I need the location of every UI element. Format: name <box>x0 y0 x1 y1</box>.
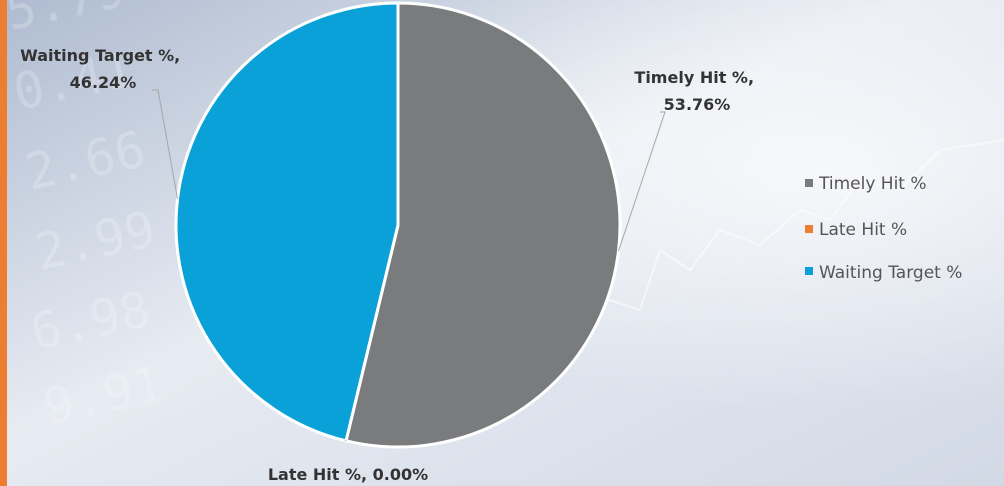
pie-slice-timely-hit[interactable] <box>344 1 622 449</box>
legend-item-waiting-target[interactable]: Waiting Target % <box>805 263 962 283</box>
legend-item-late-hit[interactable]: Late Hit % <box>805 220 907 240</box>
leader-line-waiting-target <box>152 89 179 199</box>
legend-swatch-waiting-target <box>805 267 813 275</box>
leader-line-late-hit <box>344 439 347 442</box>
legend-item-timely-hit[interactable]: Timely Hit % <box>805 174 927 194</box>
accent-bar <box>0 0 7 486</box>
legend: Timely Hit % Late Hit % Waiting Target % <box>805 174 962 283</box>
legend-label-late-hit: Late Hit % <box>819 220 907 240</box>
legend-swatch-timely-hit <box>805 179 813 187</box>
leader-line-timely-hit <box>617 111 666 252</box>
data-label-timely-hit: Timely Hit %, 53.76% <box>634 68 759 114</box>
legend-swatch-late-hit <box>805 225 813 233</box>
legend-label-timely-hit: Timely Hit % <box>818 174 927 194</box>
leader-lines <box>152 89 666 442</box>
data-label-late-hit: Late Hit %, 0.00% <box>268 465 428 484</box>
data-labels: Timely Hit %, 53.76% Late Hit %, 0.00% W… <box>20 46 759 484</box>
background-trend-line <box>559 139 1004 331</box>
pie-slices <box>174 1 622 449</box>
legend-label-waiting-target: Waiting Target % <box>819 263 962 283</box>
data-label-waiting-target: Waiting Target %, 46.24% <box>20 46 186 92</box>
background-numbers: 5.790.412.662.996.989.91 <box>0 0 168 437</box>
